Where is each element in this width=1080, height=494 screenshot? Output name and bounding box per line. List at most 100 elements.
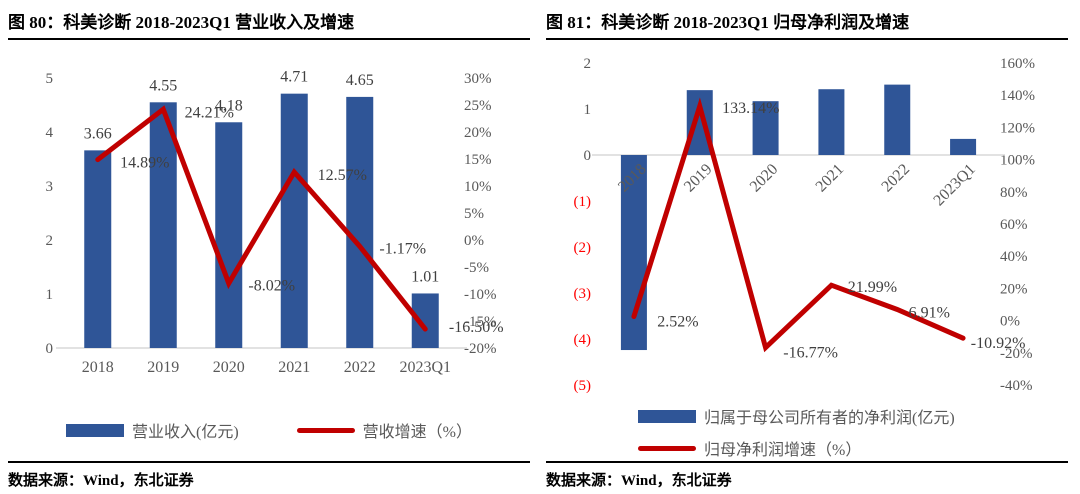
line-value-label: -10.92% — [971, 335, 1026, 352]
bar-2021 — [280, 93, 308, 348]
bar-value-label: 4.55 — [149, 77, 177, 94]
left-axis-tick: 1 — [46, 287, 54, 303]
x-axis-label: 2020 — [213, 359, 245, 376]
figure-80-source: 数据来源：Wind，东北证券 — [8, 461, 530, 494]
line-value-label: 24.21% — [185, 104, 234, 121]
right-axis-tick: 25% — [464, 98, 492, 114]
bar-2023Q1 — [950, 138, 977, 155]
legend-label: 营收增速（%） — [362, 424, 472, 441]
figure-80-title: 图 80：科美诊断 2018-2023Q1 营业收入及增速 — [8, 6, 530, 40]
x-axis-label: 2022 — [344, 359, 376, 376]
left-axis-tick: 2 — [46, 233, 54, 249]
bar-2020 — [752, 101, 779, 155]
figure-81-title: 图 81：科美诊断 2018-2023Q1 归母净利润及增速 — [546, 6, 1068, 40]
line-value-label: 12.57% — [318, 167, 367, 184]
left-axis-tick: (1) — [574, 194, 592, 210]
right-axis-tick: 160% — [1000, 56, 1035, 72]
right-axis-tick: -5% — [464, 260, 489, 276]
line-swatch-icon — [296, 427, 355, 433]
right-axis-tick: 10% — [464, 179, 492, 195]
right-axis-tick: 40% — [1000, 249, 1028, 265]
left-axis-tick: 2 — [584, 56, 592, 72]
right-axis-tick: 100% — [1000, 153, 1035, 169]
bar-value-label: 4.65 — [346, 72, 374, 89]
legend-item-bar-series: 归属于母公司所有者的净利润(亿元) — [638, 404, 955, 428]
bar-2018 — [84, 150, 112, 348]
figure-81-legend: 归属于母公司所有者的净利润(亿元) 归母净利润增速（%） — [546, 400, 1068, 459]
legend-label: 归母净利润增速（%） — [704, 442, 862, 459]
figure-81-chart: 2 1 0 (1) (2) (3) (4) (5) 160% 140% 120% 100% 80% 60%… — [546, 40, 1068, 400]
line-value-label: -16.50% — [449, 319, 504, 336]
left-axis-tick: 4 — [46, 125, 54, 141]
line-value-label: -8.02% — [248, 277, 295, 294]
left-axis-tick: 0 — [584, 148, 592, 164]
legend-item-line-series: 营收增速（%） — [296, 418, 472, 442]
right-axis-tick: 60% — [1000, 217, 1028, 233]
x-axis-label: 2020 — [747, 161, 782, 196]
line-value-label: 21.99% — [848, 279, 897, 296]
figure-81-source: 数据来源：Wind，东北证券 — [546, 461, 1068, 494]
figure-80-plot: 5 4 3 2 1 0 30% 25% 20% 15% 10% 5% 0% -5% -10% -15% -20%… — [46, 69, 504, 376]
bar-2020 — [215, 122, 243, 348]
x-axis-label: 2023Q1 — [930, 161, 978, 209]
legend-label: 营业收入(亿元) — [131, 424, 239, 441]
left-axis-tick: 3 — [46, 179, 54, 195]
figure-81-plot: 2 1 0 (1) (2) (3) (4) (5) 160% 140% 120% 100% 80% 60%… — [574, 56, 1036, 394]
x-axis-label: 2019 — [147, 359, 179, 376]
legend-item-line-series: 归母净利润增速（%） — [638, 436, 861, 460]
legend-label: 归属于母公司所有者的净利润(亿元) — [704, 410, 955, 427]
legend-item-bar-series: 营业收入(亿元) — [65, 418, 239, 442]
x-axis-label: 2019 — [681, 161, 716, 196]
right-axis-tick: 0% — [464, 233, 484, 249]
line-value-label: 2.52% — [657, 314, 698, 331]
x-axis-label: 2023Q1 — [399, 359, 451, 376]
right-axis-tick: -15% — [464, 314, 497, 330]
right-axis-tick: 80% — [1000, 185, 1028, 201]
bar-2022 — [346, 96, 374, 349]
x-axis-label: 2021 — [813, 161, 848, 196]
right-axis-tick: 20% — [1000, 281, 1028, 297]
right-axis-tick: 120% — [1000, 120, 1035, 136]
line-value-label: -16.77% — [783, 345, 838, 362]
line-value-label: 14.89% — [120, 155, 169, 172]
left-axis-tick: (4) — [574, 332, 592, 348]
right-axis-tick: 15% — [464, 152, 492, 168]
bar-value-label: 1.01 — [411, 268, 439, 285]
right-axis-tick: -20% — [1000, 346, 1033, 362]
line-value-label: 6.91% — [909, 304, 950, 321]
right-axis-tick: 20% — [464, 125, 492, 141]
bar-swatch-icon — [638, 409, 696, 423]
figure-80-legend: 营业收入(亿元) 营收增速（%） — [8, 400, 530, 456]
right-axis-tick: 0% — [1000, 314, 1020, 330]
right-axis-tick: -40% — [1000, 378, 1033, 394]
figure-80-chart: 5 4 3 2 1 0 30% 25% 20% 15% 10% 5% 0% -5% -10% -15% -20%… — [8, 40, 530, 400]
left-axis-tick: 1 — [584, 102, 592, 118]
right-axis-tick: 30% — [464, 71, 492, 87]
line-value-label: -1.17% — [379, 240, 426, 257]
bar-value-label: 4.71 — [280, 69, 308, 86]
line-swatch-icon — [638, 445, 696, 451]
bar-2022 — [884, 84, 911, 155]
figure-80: 图 80：科美诊断 2018-2023Q1 营业收入及增速 5 4 3 2 1 0 30% 2… — [8, 6, 530, 494]
growth-line — [631, 97, 966, 353]
left-axis-tick: 0 — [46, 341, 54, 357]
x-axis-label: 2021 — [278, 359, 310, 376]
x-axis-label: 2022 — [878, 161, 913, 196]
left-axis-tick: (5) — [574, 378, 592, 394]
bar-swatch-icon — [65, 423, 124, 437]
left-axis-tick: (2) — [574, 240, 592, 256]
left-axis-tick: (3) — [574, 286, 592, 302]
right-axis-tick: -10% — [464, 287, 497, 303]
figure-81: 图 81：科美诊断 2018-2023Q1 归母净利润及增速 2 1 0 (1) (2)… — [546, 6, 1068, 494]
x-axis-label: 2018 — [82, 359, 114, 376]
bar-2019 — [149, 102, 177, 348]
right-axis-tick: -20% — [464, 341, 497, 357]
bar-2021 — [818, 89, 845, 155]
right-axis-tick: 5% — [464, 206, 484, 222]
left-axis-tick: 5 — [46, 71, 54, 87]
right-axis-tick: 140% — [1000, 88, 1035, 104]
growth-line — [95, 105, 428, 332]
bar-value-label: 3.66 — [84, 125, 112, 142]
line-value-label: 133.14% — [722, 100, 779, 117]
